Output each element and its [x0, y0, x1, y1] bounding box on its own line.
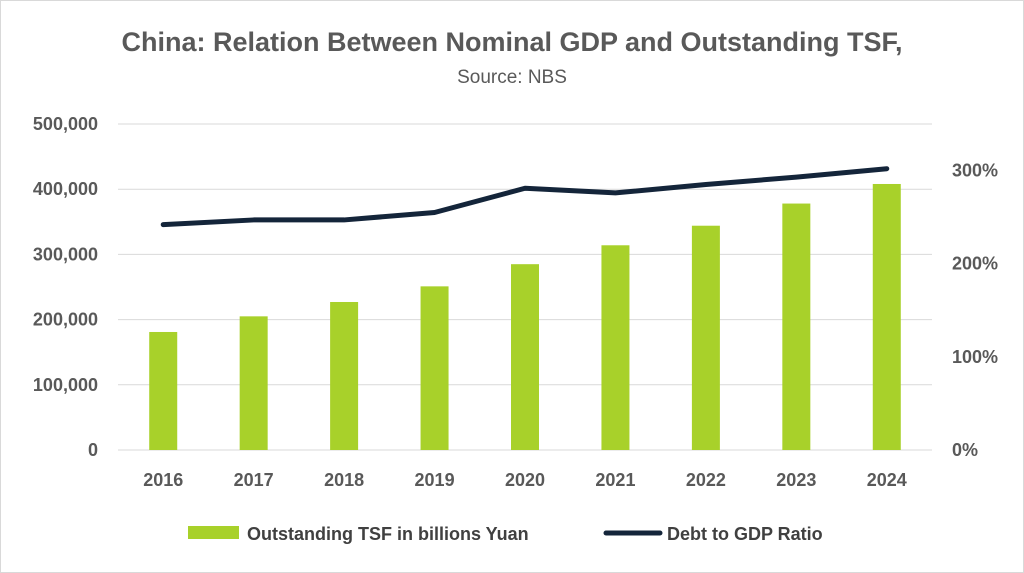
chart-subtitle: Source: NBS [457, 67, 567, 88]
bar [601, 245, 630, 450]
legend-label-tsf: Outstanding TSF in billions Yuan [247, 524, 529, 544]
x-tick-label: 2016 [143, 470, 183, 490]
y-left-tick-label: 100,000 [33, 375, 98, 395]
x-tick-label: 2017 [234, 470, 274, 490]
y-right-tick-label: 300% [952, 161, 998, 181]
x-tick-label: 2023 [776, 470, 816, 490]
bar [872, 183, 901, 450]
y-right-tick-label: 0% [952, 440, 978, 460]
legend-swatch-tsf [188, 526, 239, 539]
x-tick-label: 2021 [595, 470, 635, 490]
y-right-tick-label: 200% [952, 254, 998, 274]
bar [239, 316, 268, 450]
x-tick-label: 2022 [686, 470, 726, 490]
ratio-line [160, 166, 890, 228]
y-left-tick-label: 400,000 [33, 179, 98, 199]
y-left-tick-label: 0 [88, 440, 98, 460]
x-tick-label: 2018 [324, 470, 364, 490]
legend-label-ratio: Debt to GDP Ratio [667, 524, 823, 544]
y-left-tick-label: 300,000 [33, 244, 98, 264]
bar [691, 225, 720, 450]
bar [782, 203, 811, 450]
chart-title: China: Relation Between Nominal GDP and … [121, 27, 902, 57]
x-tick-label: 2024 [867, 470, 907, 490]
bar [420, 286, 449, 450]
y-right-tick-label: 100% [952, 347, 998, 367]
x-tick-label: 2019 [415, 470, 455, 490]
bar [149, 331, 178, 450]
bar [511, 264, 539, 450]
y-left-tick-label: 500,000 [33, 114, 98, 134]
y-left-tick-label: 200,000 [33, 310, 98, 330]
x-tick-label: 2020 [505, 470, 545, 490]
bar [330, 301, 359, 450]
